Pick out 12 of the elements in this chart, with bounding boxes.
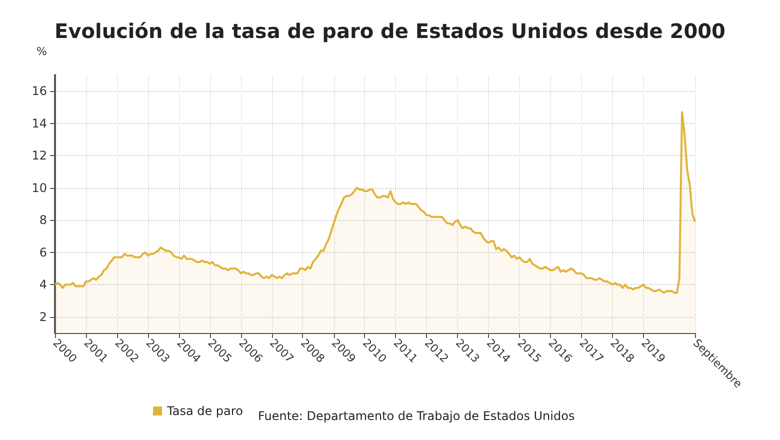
y-tick-label: 16 [32,84,47,98]
y-tick-label: 8 [39,213,47,228]
y-axis-title: % [36,45,47,58]
y-tick-label: 6 [39,245,47,260]
legend-label: Tasa de paro [166,404,243,418]
chart-title: Evolución de la tasa de paro de Estados Unidos desde 2000 [54,19,726,43]
y-tick-label: 2 [39,310,47,324]
y-tick-label: 4 [39,278,47,292]
source-note: Fuente: Departamento de Trabajo de Estados Unidos [258,409,575,423]
y-tick-label: 14 [32,116,47,130]
y-tick-label: 12 [32,148,47,163]
y-tick-label: 10 [32,180,47,195]
